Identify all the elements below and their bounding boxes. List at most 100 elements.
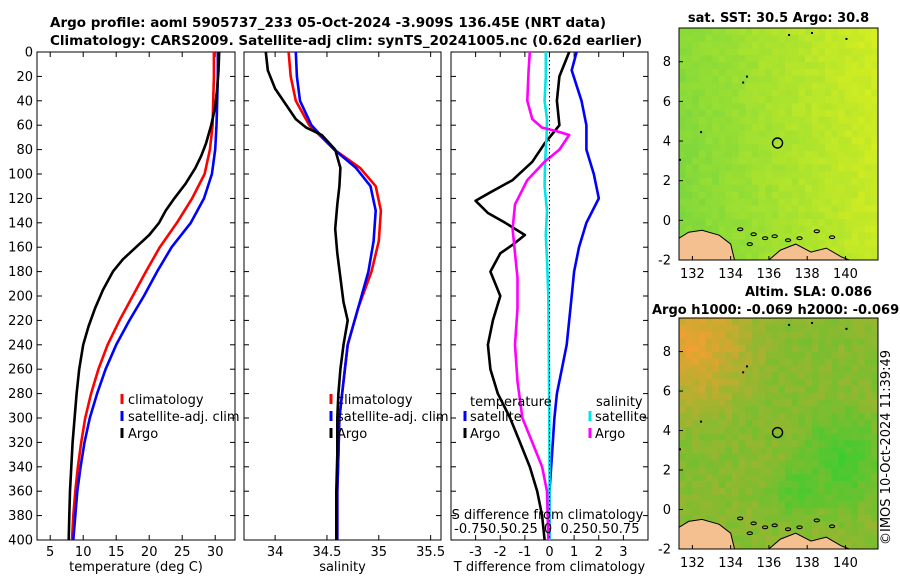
x-tick-label: 2: [595, 545, 603, 560]
x-tick-label: 15: [108, 545, 125, 560]
series-line-argo: [264, 51, 350, 540]
x-tick-label: 138: [795, 267, 820, 282]
island: [761, 525, 769, 530]
land-mass: [679, 229, 736, 260]
island: [746, 531, 753, 536]
temperature-frame: [36, 51, 236, 541]
salinity-panel: 34 34.5 35 35.5 salinity climatology satellite…: [243, 51, 449, 575]
x-tick-label: 1: [570, 545, 578, 560]
island: [679, 448, 681, 451]
series-line-s-satellite: [543, 52, 551, 540]
x-tick-label: 3: [619, 545, 627, 560]
island: [828, 235, 836, 240]
x-tick-label: 34.5: [312, 545, 341, 560]
y-tick-label: 140: [8, 216, 33, 231]
legend-label: climatology: [337, 393, 413, 408]
island: [742, 81, 745, 84]
y-tick-label: 0: [663, 214, 671, 229]
island: [828, 524, 836, 529]
y-tick-label: 100: [8, 168, 33, 183]
differences-panel: -3 -2 -1 0 1 2 3T difference from climatology S…: [450, 51, 649, 575]
island: [737, 516, 744, 521]
y-tick-label: 300: [8, 412, 33, 427]
y-tick-label: 320: [8, 436, 33, 451]
y-tick-label: 240: [8, 338, 33, 353]
temperature-xlabel: temperature (deg C): [69, 560, 203, 575]
sla-map-subtitle: Argo h1000: -0.069 h2000: -0.069: [652, 303, 899, 318]
y-tick-label: 6: [663, 95, 671, 110]
y-tick-label: 380: [8, 509, 33, 524]
top-tick-label: -0.5: [483, 522, 508, 537]
legend-label: satellite: [595, 410, 647, 425]
y-tick-label: 4: [663, 424, 671, 439]
y-tick-label: 0: [663, 503, 671, 518]
x-tick-label: 30: [207, 545, 224, 560]
island: [700, 131, 703, 134]
y-tick-label: 360: [8, 485, 33, 500]
series-line-satellite-adj-clim: [294, 51, 378, 540]
argo-position-marker: [771, 137, 784, 149]
x-tick-label: 35.5: [416, 545, 445, 560]
island: [796, 525, 803, 530]
x-tick-label: 140: [833, 267, 858, 282]
y-tick-label: 0: [25, 46, 33, 61]
island: [788, 33, 791, 36]
x-tick-label: 134: [718, 556, 743, 571]
x-tick-label: 10: [75, 545, 92, 560]
y-tick-label: -2: [658, 543, 671, 558]
y-tick-label: 220: [8, 314, 33, 329]
island: [761, 236, 769, 241]
salinity-xlabel: salinity: [319, 560, 366, 575]
series-line-t-argo: [474, 51, 571, 541]
x-tick-label: 35: [371, 545, 388, 560]
y-tick-label: 160: [8, 241, 33, 256]
legend-label: Argo: [337, 427, 367, 442]
y-tick-label: 8: [663, 55, 671, 70]
island: [813, 518, 820, 523]
y-tick-label: 80: [16, 143, 33, 158]
x-tick-label: 0: [545, 545, 553, 560]
y-tick-label: 4: [663, 135, 671, 150]
temperature-panel: 5 10 15 20 25 3002040608010012014016018020022…: [8, 46, 239, 576]
legend-header-temperature: temperature: [470, 395, 552, 410]
island: [750, 232, 757, 237]
island: [679, 158, 681, 161]
y-tick-label: 260: [8, 363, 33, 378]
legend-label: satellite-adj. clim: [337, 410, 449, 425]
island: [746, 242, 753, 247]
series-line-argo: [67, 51, 221, 541]
legend-label: satellite: [470, 410, 522, 425]
island: [813, 229, 820, 234]
sla_map-panel: 132 134 136 138 140 -2 0 2 4 6 8 Altim. SLA: 0.086 A…: [652, 285, 899, 571]
differences-xlabel: T difference from climatology: [453, 560, 646, 575]
sst_map-cells: [679, 28, 878, 260]
island: [784, 238, 792, 243]
island: [788, 323, 791, 326]
y-tick-label: 8: [663, 345, 671, 360]
legend-label: Argo: [128, 427, 158, 442]
series-line-t-satellite: [548, 51, 601, 540]
island: [845, 327, 848, 330]
island: [700, 420, 703, 423]
x-tick-label: -3: [469, 545, 482, 560]
sst_map-panel: 132 134 136 138 140 -2 0 2 4 6 8 sat. SST: 30.5 Arg…: [658, 11, 879, 282]
island: [845, 37, 848, 40]
island: [745, 75, 748, 78]
sst-map-title: sat. SST: 30.5 Argo: 30.8: [688, 11, 869, 26]
legend-label: satellite-adj. clim: [128, 410, 240, 425]
island: [784, 527, 792, 532]
series-line-s-argo: [511, 51, 571, 541]
y-tick-label: 20: [16, 70, 33, 85]
island: [771, 234, 778, 239]
x-tick-label: 136: [757, 556, 782, 571]
island: [771, 523, 778, 528]
figure-title-line1: Argo profile: aoml 5905737_233 05-Oct-20…: [50, 15, 607, 31]
x-tick-label: 136: [757, 267, 782, 282]
sla_map-cells: [679, 318, 878, 549]
y-tick-label: 400: [8, 534, 33, 549]
y-tick-label: 60: [16, 119, 33, 134]
series-line-climatology: [70, 52, 216, 541]
top-tick-label: -0.75: [454, 522, 488, 537]
y-tick-label: 2: [663, 464, 671, 479]
y-tick-label: 180: [8, 265, 33, 280]
